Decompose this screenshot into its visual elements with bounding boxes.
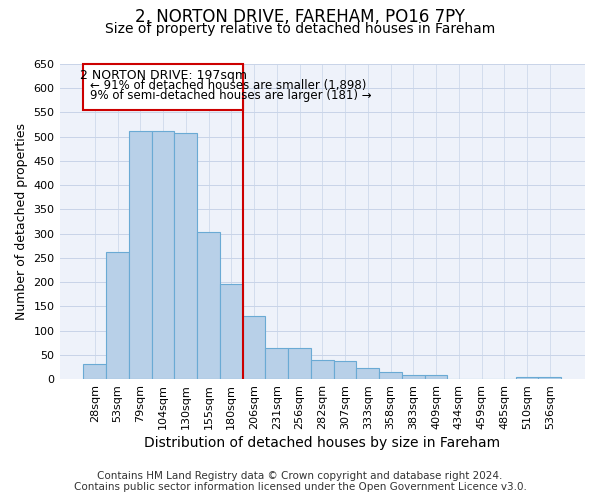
Bar xyxy=(515,376,538,379)
Bar xyxy=(220,284,242,379)
Bar xyxy=(402,375,425,379)
X-axis label: Distribution of detached houses by size in Fareham: Distribution of detached houses by size … xyxy=(144,436,500,450)
Text: 2, NORTON DRIVE, FAREHAM, PO16 7PY: 2, NORTON DRIVE, FAREHAM, PO16 7PY xyxy=(135,8,465,26)
Bar xyxy=(242,316,265,379)
Bar xyxy=(175,133,197,379)
Bar xyxy=(425,375,448,379)
FancyBboxPatch shape xyxy=(83,64,242,110)
Text: ← 91% of detached houses are smaller (1,898): ← 91% of detached houses are smaller (1,… xyxy=(90,79,367,92)
Bar xyxy=(197,232,220,379)
Bar xyxy=(288,348,311,379)
Bar xyxy=(106,252,129,379)
Bar xyxy=(538,376,561,379)
Y-axis label: Number of detached properties: Number of detached properties xyxy=(15,123,28,320)
Text: Size of property relative to detached houses in Fareham: Size of property relative to detached ho… xyxy=(105,22,495,36)
Text: Contains HM Land Registry data © Crown copyright and database right 2024.
Contai: Contains HM Land Registry data © Crown c… xyxy=(74,471,526,492)
Bar xyxy=(83,364,106,379)
Bar xyxy=(129,131,152,379)
Bar xyxy=(379,372,402,379)
Bar xyxy=(152,131,175,379)
Bar xyxy=(311,360,334,379)
Bar xyxy=(356,368,379,379)
Text: 9% of semi-detached houses are larger (181) →: 9% of semi-detached houses are larger (1… xyxy=(90,88,372,102)
Text: 2 NORTON DRIVE: 197sqm: 2 NORTON DRIVE: 197sqm xyxy=(80,69,247,82)
Bar xyxy=(334,360,356,379)
Bar xyxy=(265,348,288,379)
